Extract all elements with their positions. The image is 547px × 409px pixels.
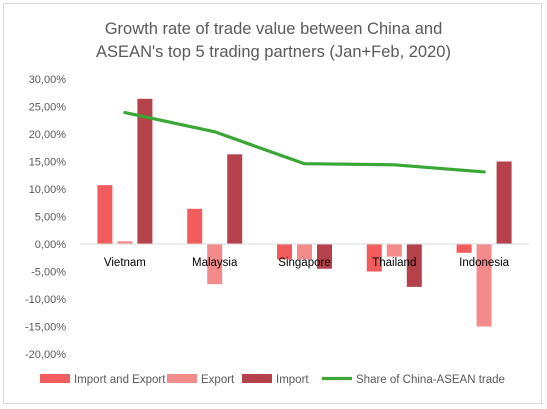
x-axis-category-labels: Vietnam Malaysia Singapore Thailand Indonesi… — [104, 257, 510, 269]
x-category-label: Thailand — [372, 257, 416, 269]
legend-swatch — [167, 374, 197, 383]
y-tick-label: -20,00% — [25, 349, 66, 361]
bar-export-singapore — [297, 244, 312, 260]
legend: Import and Export Export Import Share of Ch… — [40, 374, 505, 386]
bar-import-and-export-singapore — [277, 244, 292, 260]
y-tick-label: 30,00% — [29, 74, 67, 86]
x-category-label: Singapore — [278, 257, 330, 269]
legend-label: Share of China-ASEAN trade — [356, 374, 505, 386]
bar-export-vietnam — [117, 241, 133, 244]
line-series — [123, 110, 486, 174]
y-tick-label: -10,00% — [25, 294, 66, 306]
bar-export-thailand — [386, 244, 402, 257]
legend-swatch — [40, 374, 70, 383]
x-category-label: Vietnam — [104, 257, 146, 269]
chart-title: Growth rate of trade value between China… — [96, 20, 451, 61]
bar-import-and-export-vietnam — [97, 185, 113, 244]
chart-frame: Growth rate of trade value between China… — [3, 3, 542, 404]
bar-import-indonesia — [496, 161, 512, 244]
legend-label: Import — [276, 374, 309, 386]
legend-label: Export — [201, 374, 235, 386]
legend-label: Import and Export — [74, 374, 166, 386]
chart-title-line-1: Growth rate of trade value between China… — [105, 20, 443, 38]
bar-import-thailand — [406, 244, 422, 287]
chart-title-line-2: ASEAN's top 5 trading partners (Jan+Feb,… — [96, 43, 451, 61]
bar-import-and-export-thailand — [366, 244, 382, 272]
y-tick-label: -15,00% — [25, 322, 66, 334]
bar-import-and-export-malaysia — [187, 208, 203, 244]
bar-series — [97, 98, 512, 327]
bar-export-indonesia — [476, 244, 492, 327]
trade-growth-chart: Growth rate of trade value between China… — [25, 20, 529, 386]
y-tick-label: 20,00% — [29, 129, 67, 141]
legend-swatch — [242, 374, 272, 383]
bar-import-malaysia — [227, 154, 243, 244]
bar-import-and-export-indonesia — [456, 244, 472, 253]
y-tick-label: 0,00% — [35, 239, 66, 251]
y-tick-label: -5,00% — [31, 267, 66, 279]
x-category-label: Indonesia — [459, 257, 509, 269]
y-axis: 30,00% 25,00% 20,00% 15,00% 10,00% 5,00% 0,00%… — [25, 74, 66, 361]
x-category-label: Malaysia — [192, 257, 238, 269]
bar-import-singapore — [317, 244, 332, 269]
y-tick-label: 10,00% — [29, 184, 67, 196]
y-tick-label: 5,00% — [35, 212, 66, 224]
line-share-of-china-asean-trade — [123, 110, 486, 174]
bar-import-vietnam — [137, 98, 153, 244]
y-tick-label: 25,00% — [29, 102, 67, 114]
y-tick-label: 15,00% — [29, 157, 67, 169]
bar-export-malaysia — [207, 244, 223, 285]
